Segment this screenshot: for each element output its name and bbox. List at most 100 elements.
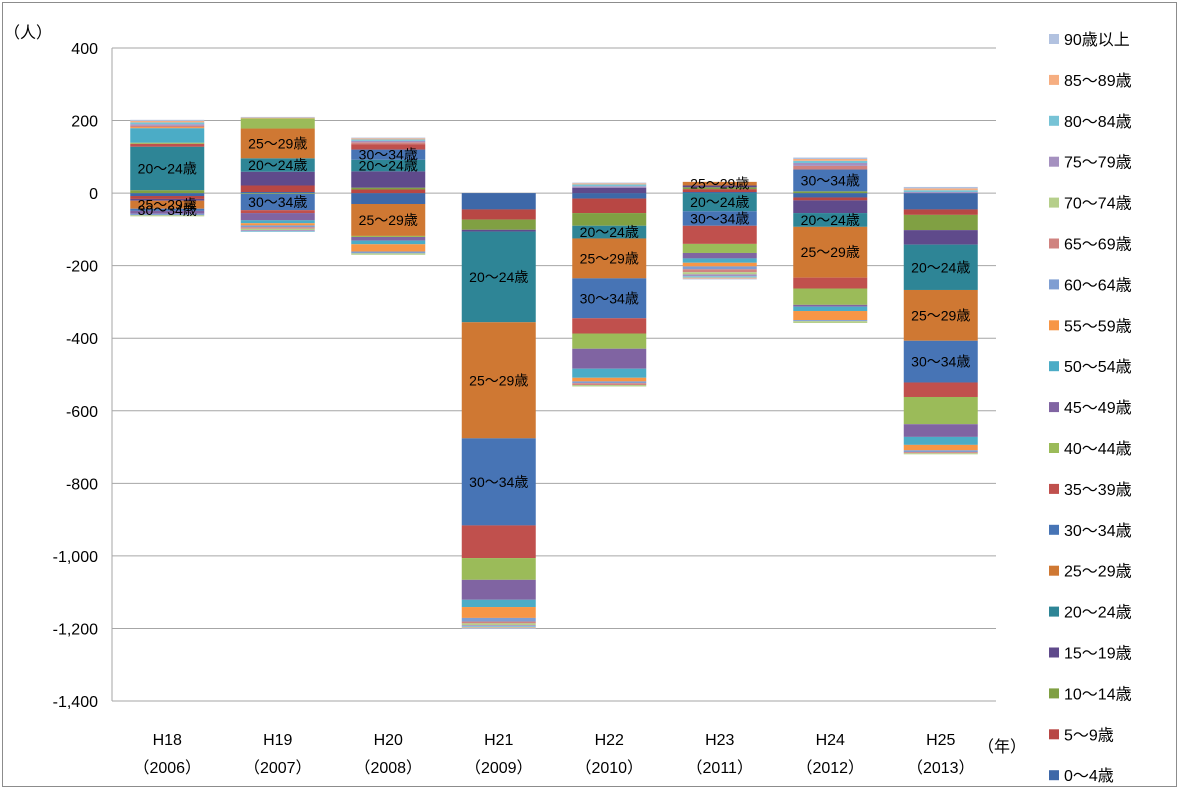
bar-segment [572,183,647,185]
legend-label: 80〜84歳 [1064,113,1132,131]
bar-segment [682,274,757,277]
bar-segment [572,278,647,319]
bar-segment [793,321,868,323]
bar-segment [351,251,426,254]
legend-label: 45〜49歳 [1064,399,1132,417]
bar-segment [351,193,426,204]
legend-swatch [1049,74,1059,85]
segment-data-label: 25〜29歳 [580,250,639,266]
bar-segment [793,160,868,164]
bar-segment [572,383,647,386]
bar-segment [351,253,426,255]
bar-segment [793,163,868,166]
legend-swatch [1049,729,1059,740]
segment-data-label: 30〜34歳 [138,202,197,218]
bar-segment [682,258,757,263]
x-tick-label: H24 [816,732,845,749]
segment-data-label: 20〜24歳 [580,224,639,240]
bar-segment [351,189,426,194]
bar-segment [130,142,205,144]
bar-segment [351,171,426,188]
bar-segment [351,159,426,172]
bar-segment [793,306,868,312]
bar-segment [240,185,315,193]
bar-segment [903,450,978,453]
bar-segment [240,192,315,194]
legend-swatch [1049,402,1059,413]
y-axis-unit-label: （人） [4,24,52,42]
legend-swatch [1049,606,1059,617]
bar-segment [461,599,536,608]
bar-segment [682,278,757,280]
bar-segment [461,229,536,232]
segment-data-label: 25〜29歳 [248,135,307,151]
bar-segment [461,322,536,439]
bar-segment [793,191,868,194]
x-tick-label: （2010） [575,759,643,777]
bar-segment [130,127,205,129]
bar-segment [240,231,315,232]
bar-segment [351,138,426,140]
y-tick-label: -600 [66,404,98,421]
bar-segment [903,230,978,245]
segment-data-label: 30〜34歳 [248,194,307,210]
bar-segment [240,118,315,129]
segment-data-label: 20〜24歳 [911,259,970,275]
bar-segment [793,288,868,305]
legend-label: 35〜39歳 [1064,481,1132,499]
legend-swatch [1049,34,1059,44]
bar-segment [130,193,205,197]
bar-segment [130,122,205,125]
legend-label: 20〜24歳 [1064,604,1132,622]
bar-segment [240,223,315,226]
bar-segment [351,144,426,150]
bar-segment [240,116,315,118]
bar-segment [130,120,205,123]
bar-segment [572,348,647,369]
segment-labels: 20〜24歳 25〜29歳 30〜34歳 20〜24歳 25〜29歳 30〜34歳 20〜2… [138,135,971,489]
bar-segment [793,320,868,322]
legend-swatch [1049,197,1059,208]
bar-segment [682,277,757,279]
segment-data-label: 30〜34歳 [359,147,418,163]
bar-segment [682,262,757,267]
x-tick-label: （2012） [796,759,864,777]
bar-segment [572,182,647,184]
bar-segment [682,266,757,270]
bar-segment [682,243,757,253]
legend-label: 75〜79歳 [1064,154,1132,172]
bar-segment [240,228,315,231]
bar-segment [903,436,978,445]
bar-segment [130,210,205,214]
bar-segment [903,444,978,451]
bar-segment [793,157,868,160]
y-axis: 400 200 0 -200 -400 -600 -800 -1,000 -1,200 -1,40… [53,41,113,711]
bar-segment [351,244,426,252]
segment-data-label: 20〜24歳 [138,160,197,176]
legend-swatch [1049,115,1059,126]
legend-swatch [1049,647,1059,658]
bar-segment [903,188,978,191]
x-tick-label: H25 [926,732,955,749]
bar-segment [572,213,647,226]
legend-label: 90歳以上 [1064,31,1130,49]
bar-segment [682,187,757,190]
x-tick-label: H21 [484,732,513,749]
bar-segment [130,125,205,128]
y-tick-label: -1,200 [53,621,98,638]
legend-swatch [1049,279,1059,290]
bar-segment [461,231,536,323]
segment-data-label: 25〜29歳 [690,176,749,192]
x-tick-label: H23 [705,732,734,749]
bar-segment [351,203,426,236]
bar-segment [572,368,647,378]
segment-data-label: 30〜34歳 [580,290,639,306]
legend-swatch [1049,238,1059,249]
bar-segment [240,227,315,229]
bar-segment [572,238,647,279]
bar-segment [903,340,978,383]
bar-segment [682,252,757,259]
bar-segment [240,220,315,224]
bar-segment [130,213,205,216]
